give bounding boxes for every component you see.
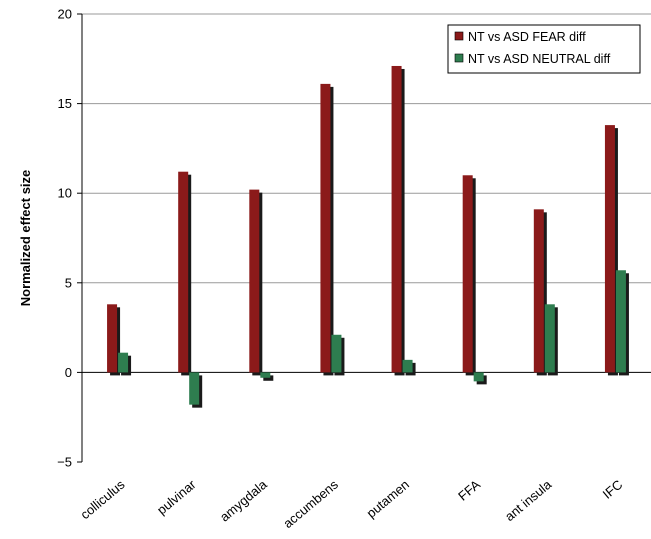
bar-neutral-putamen — [402, 359, 413, 373]
x-tick-label: colliculus — [77, 476, 127, 522]
x-tick-label: FFA — [455, 477, 483, 504]
bar-neutral-ifc — [615, 270, 626, 373]
bar-neutral-ant-insula — [544, 304, 555, 373]
x-tick-label: amygdala — [217, 476, 270, 524]
bar-fear-amygdala — [249, 189, 260, 373]
bar-neutral-ffa — [473, 372, 484, 382]
bar-fear-ffa — [462, 175, 473, 373]
bar-neutral-amygdala — [260, 372, 271, 378]
y-axis: −5 0 5 10 15 20 — [57, 7, 83, 470]
y-tick-label: −5 — [57, 455, 72, 470]
x-tick-label: accumbens — [280, 476, 341, 531]
x-axis-labels: colliculus pulvinar amygdala accumbens putam… — [77, 476, 625, 531]
y-tick-label: 5 — [65, 275, 72, 290]
x-tick-label: IFC — [600, 477, 626, 502]
y-axis-label: Normalized effect size — [18, 170, 33, 307]
y-tick-label: 15 — [58, 96, 72, 111]
x-tick-label: pulvinar — [154, 476, 199, 517]
bar-fear-colliculus — [107, 304, 118, 373]
bar-fear-ifc — [604, 125, 615, 373]
bar-shadow — [263, 375, 274, 381]
legend-box — [447, 24, 641, 74]
bar-fear-putamen — [391, 65, 402, 373]
bar-neutral-pulvinar — [189, 372, 200, 405]
x-tick-label: putamen — [364, 477, 412, 521]
bar-fear-ant-insula — [533, 209, 544, 373]
bars — [107, 65, 629, 408]
legend: NT vs ASD FEAR diff NT vs ASD NEUTRAL di… — [447, 24, 641, 74]
legend-swatch-neutral — [454, 53, 464, 63]
legend-label-fear: NT vs ASD FEAR diff — [468, 30, 586, 44]
bar-fear-accumbens — [320, 83, 331, 373]
bar-neutral-accumbens — [331, 334, 342, 373]
x-tick-label: ant insula — [502, 476, 555, 524]
y-tick-label: 0 — [65, 365, 72, 380]
y-tick-label: 10 — [58, 186, 72, 201]
legend-swatch-fear — [454, 31, 464, 41]
bar-fear-pulvinar — [178, 171, 189, 373]
legend-label-neutral: NT vs ASD NEUTRAL diff — [468, 52, 611, 66]
y-tick-label: 20 — [58, 7, 72, 22]
bar-neutral-colliculus — [118, 352, 129, 373]
